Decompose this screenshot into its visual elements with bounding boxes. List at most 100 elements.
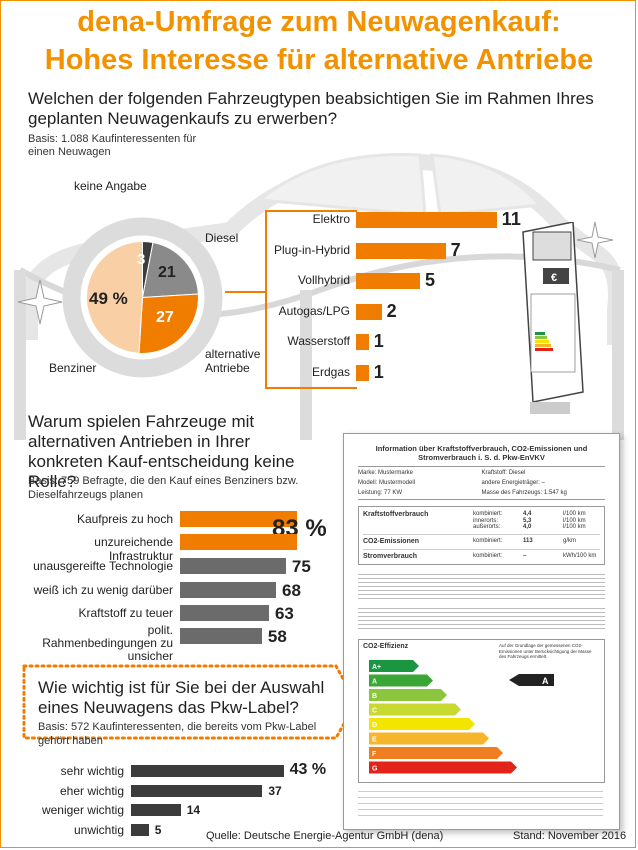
fuel-bar bbox=[356, 212, 497, 228]
basis-1: Basis: 1.088 Kaufinteressenten für einen… bbox=[28, 133, 197, 158]
fuel-category-label: Erdgas bbox=[311, 364, 350, 379]
rating-marker-label: A bbox=[542, 676, 549, 686]
donut-chart bbox=[62, 217, 223, 378]
label-alternative: alternative Antriebe bbox=[205, 347, 261, 375]
sparkle-icon-right bbox=[576, 221, 614, 259]
fuel-type-bar-chart: Elektro 11 Plug-in-Hybrid 7 Vollhybrid 5 Autog… bbox=[0, 0, 638, 400]
label-marke: Marke: Mustermarke bbox=[358, 470, 414, 476]
label-leistung: Leistung: 77 KW bbox=[358, 490, 403, 496]
fuel-category-label: Autogas/LPG bbox=[278, 303, 350, 318]
date-text: Stand: November 2016 bbox=[513, 830, 627, 842]
importance-bar bbox=[131, 784, 263, 797]
importance-category-label: sehr wichtig bbox=[60, 764, 124, 778]
fuel-bar bbox=[356, 364, 369, 381]
importance-category-label: eher wichtig bbox=[59, 783, 124, 798]
efficiency-class-label: A+ bbox=[372, 664, 381, 671]
fuel-value-label: 2 bbox=[386, 300, 397, 321]
importance-value-label: 43 % bbox=[289, 761, 327, 778]
fuel-bar bbox=[356, 303, 382, 320]
reason-value-label: 68 bbox=[282, 581, 301, 600]
efficiency-class-label: D bbox=[372, 722, 377, 729]
importance-value-label: 5 bbox=[154, 822, 162, 837]
reason-value-label: 63 bbox=[274, 604, 294, 623]
svg-text:€: € bbox=[551, 272, 557, 284]
fuel-bar bbox=[356, 242, 446, 259]
efficiency-class-bar bbox=[369, 761, 517, 774]
eff-note: Auf der Grundlage der gemessenen CO2-Emi… bbox=[499, 643, 592, 659]
rating-marker bbox=[509, 674, 554, 686]
fuel-value-label: 11 bbox=[501, 209, 521, 229]
label-card-consumption: Kraftstoffverbrauch kombiniert: 4,4 l/100 k… bbox=[358, 506, 605, 565]
donut-slice-alternative-antriebe bbox=[138, 293, 199, 354]
efficiency-class-label: A bbox=[372, 679, 377, 686]
strom-title: Stromverbrauch bbox=[363, 553, 418, 560]
eff-title: CO2-Effizienz bbox=[363, 643, 409, 650]
donut-slice-diesel bbox=[141, 241, 199, 299]
reason-category-label: unausgereifte Technologie bbox=[33, 559, 173, 573]
reason-bar bbox=[180, 534, 298, 550]
fuel-category-label: Plug-in-Hybrid bbox=[273, 242, 350, 257]
fuel-category-label: Wasserstoff bbox=[287, 334, 350, 348]
efficiency-class-label: G bbox=[372, 766, 378, 773]
kv-title: Kraftstoffverbrauch bbox=[363, 511, 429, 518]
label-footer-lines bbox=[358, 786, 603, 820]
efficiency-class-bar bbox=[369, 660, 419, 672]
importance-bar bbox=[131, 823, 149, 836]
title-line-2: Hohes Interesse für alternative Antriebe bbox=[44, 44, 594, 76]
importance-value-label: 14 bbox=[186, 803, 201, 817]
reason-bar bbox=[180, 511, 298, 527]
reason-category-label: Kaufpreis zu hoch bbox=[76, 512, 173, 526]
fuel-category-label: Vollhybrid bbox=[297, 273, 350, 287]
source-text: Quelle: Deutsche Energie-Agentur GmbH (d… bbox=[206, 830, 444, 842]
label-fine-print bbox=[358, 571, 605, 601]
importance-category-label: weniger wichtig bbox=[41, 803, 124, 817]
importance-value-label: 37 bbox=[268, 783, 282, 798]
reasons-bar-chart: Kaufpreis zu hoch 83 % unzureichende Infra… bbox=[33, 511, 327, 663]
efficiency-class-bar bbox=[369, 732, 489, 745]
efficiency-class-bar bbox=[369, 674, 433, 687]
fuel-category-label: Elektro bbox=[312, 212, 350, 226]
efficiency-class-bar bbox=[369, 689, 447, 701]
label-keine-angabe: keine Angabe bbox=[74, 179, 147, 193]
car-illustration bbox=[14, 153, 624, 440]
importance-bar bbox=[131, 765, 284, 777]
mini-efficiency-bars bbox=[535, 332, 553, 351]
label-modell: Modell: Mustermodell bbox=[358, 480, 416, 486]
bracket-connector bbox=[225, 291, 267, 293]
importance-category-label: unwichtig bbox=[73, 822, 124, 837]
label-kraftstoff: Kraftstoff: Diesel bbox=[481, 470, 526, 476]
donut-value-benziner: 49 % bbox=[89, 289, 128, 308]
reason-category-label: weiß ich zu wenig darüber bbox=[33, 583, 173, 597]
reason-category-label: Kraftstoff zu teuer bbox=[78, 606, 174, 620]
fuel-bracket bbox=[265, 210, 357, 389]
sparkle-icon-left bbox=[17, 279, 63, 325]
pkw-label-card: Information über Kraftstoffverbrauch, CO… bbox=[343, 433, 620, 830]
label-card-heading: Information über Kraftstoffverbrauch, CO… bbox=[375, 444, 588, 462]
label-masse: Masse des Fahrzeugs: 1.547 kg bbox=[481, 490, 567, 496]
reason-value-label: 58 bbox=[267, 627, 287, 646]
label-fine-print-2 bbox=[358, 605, 605, 631]
fuel-bar bbox=[356, 273, 420, 289]
co2-title: CO2-Emissionen bbox=[363, 538, 420, 545]
reason-category-label: polit. Rahmenbedingungen zu unsicher bbox=[42, 623, 173, 663]
fuel-bar bbox=[356, 334, 369, 350]
efficiency-class-label: E bbox=[372, 737, 377, 744]
price-terminal-illustration: € bbox=[522, 222, 584, 414]
fuel-value-label: 1 bbox=[373, 361, 384, 382]
efficiency-class-label: B bbox=[372, 693, 377, 700]
reason-bar bbox=[180, 628, 262, 644]
fuel-value-label: 7 bbox=[450, 239, 461, 260]
label-andere: andere Energieträger: – bbox=[481, 480, 545, 486]
title-line-1: dena-Umfrage zum Neuwagenkauf: bbox=[77, 6, 561, 38]
donut-value-keine-angabe: 3 bbox=[137, 251, 146, 268]
efficiency-class-label: C bbox=[372, 708, 377, 715]
efficiency-box: CO2-Effizienz Auf der Grundlage der geme… bbox=[358, 639, 605, 783]
fuel-value-label: 1 bbox=[373, 331, 384, 351]
donut-slice-benziner bbox=[86, 240, 143, 354]
importance-bar bbox=[131, 804, 181, 816]
reason-bar bbox=[180, 582, 277, 598]
